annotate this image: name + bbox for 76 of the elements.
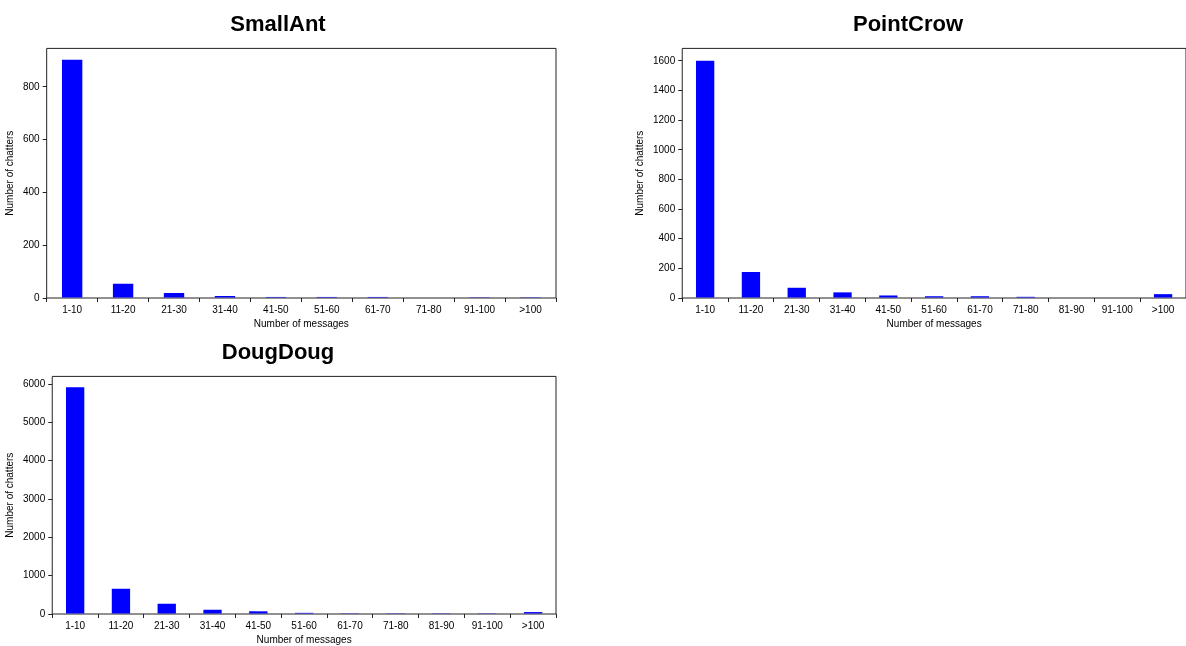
bar <box>203 609 222 614</box>
bar <box>833 292 852 298</box>
x-tick-label: 41-50 <box>875 303 902 315</box>
x-tick-label: >100 <box>1151 303 1175 315</box>
y-tick-label: 0 <box>34 291 41 303</box>
bar <box>157 603 176 614</box>
y-tick-label: 0 <box>39 607 46 619</box>
x-tick-label: 31-40 <box>212 303 239 315</box>
y-tick-label: 1000 <box>23 569 46 581</box>
bar <box>787 287 806 298</box>
y-tick-label: 200 <box>23 238 41 250</box>
bar <box>163 292 185 298</box>
y-tick-label: 800 <box>23 80 41 92</box>
x-axis-title: Number of messages <box>253 317 349 329</box>
x-tick-label: 41-50 <box>263 303 290 315</box>
x-tick-label: 1-10 <box>695 303 716 315</box>
x-tick-label: 81-90 <box>428 619 455 631</box>
x-tick-label: 61-70 <box>337 619 364 631</box>
bar <box>65 387 85 614</box>
x-axis-title: Number of messages <box>256 633 352 645</box>
y-tick-label: 1400 <box>653 84 676 96</box>
x-tick-label: 61-70 <box>967 303 994 315</box>
y-tick-label: 1200 <box>653 113 676 125</box>
y-tick-label: 1000 <box>653 143 676 155</box>
y-tick-label: 800 <box>658 173 676 185</box>
y-axis-title: Number of chatters <box>3 452 15 538</box>
x-tick-label: 21-30 <box>783 303 810 315</box>
bar <box>879 295 898 298</box>
x-tick-label: >100 <box>519 303 543 315</box>
x-tick-label: 1-10 <box>65 619 86 631</box>
x-tick-label: 11-20 <box>108 619 134 631</box>
x-tick-label: 91-100 <box>1101 303 1134 315</box>
x-tick-label: 1-10 <box>62 303 83 315</box>
bar <box>695 60 715 298</box>
y-tick-label: 400 <box>23 186 41 198</box>
x-tick-label: 91-100 <box>471 619 504 631</box>
x-tick-label: 91-100 <box>464 303 496 315</box>
y-tick-label: 3000 <box>23 492 46 504</box>
y-axis-title: Number of chatters <box>3 130 15 216</box>
y-tick-label: 4000 <box>23 454 46 466</box>
x-tick-label: >100 <box>521 619 545 631</box>
y-tick-label: 0 <box>669 291 676 303</box>
x-tick-label: 81-90 <box>1058 303 1085 315</box>
y-tick-label: 5000 <box>23 416 46 428</box>
y-tick-label: 200 <box>658 262 676 274</box>
chart-title: DougDoug <box>221 339 335 365</box>
bar <box>249 611 268 614</box>
x-tick-label: 21-30 <box>153 619 180 631</box>
x-tick-label: 21-30 <box>161 303 188 315</box>
x-tick-label: 41-50 <box>245 619 272 631</box>
x-tick-label: 71-80 <box>1012 303 1039 315</box>
y-tick-label: 400 <box>658 232 676 244</box>
chart-title: PointCrow <box>853 11 964 37</box>
bar <box>741 272 761 298</box>
x-tick-label: 51-60 <box>314 303 341 315</box>
y-tick-label: 2000 <box>23 531 46 543</box>
x-tick-label: 31-40 <box>199 619 226 631</box>
x-tick-label: 11-20 <box>110 303 136 315</box>
x-tick-label: 61-70 <box>364 303 391 315</box>
y-tick-label: 600 <box>23 133 41 145</box>
bar <box>61 59 83 298</box>
y-tick-label: 1600 <box>653 54 676 66</box>
x-tick-label: 51-60 <box>291 619 318 631</box>
chart-title: SmallAnt <box>230 11 327 37</box>
y-tick-label: 6000 <box>23 377 46 389</box>
bar <box>1153 294 1173 298</box>
x-tick-label: 51-60 <box>921 303 948 315</box>
x-tick-label: 71-80 <box>415 303 442 315</box>
x-tick-label: 11-20 <box>738 303 764 315</box>
x-axis-title: Number of messages <box>886 317 982 329</box>
y-axis-title: Number of chatters <box>633 130 645 216</box>
x-tick-label: 31-40 <box>829 303 856 315</box>
bar <box>111 588 131 614</box>
y-tick-label: 600 <box>658 202 676 214</box>
bar <box>112 283 134 298</box>
x-tick-label: 71-80 <box>382 619 409 631</box>
